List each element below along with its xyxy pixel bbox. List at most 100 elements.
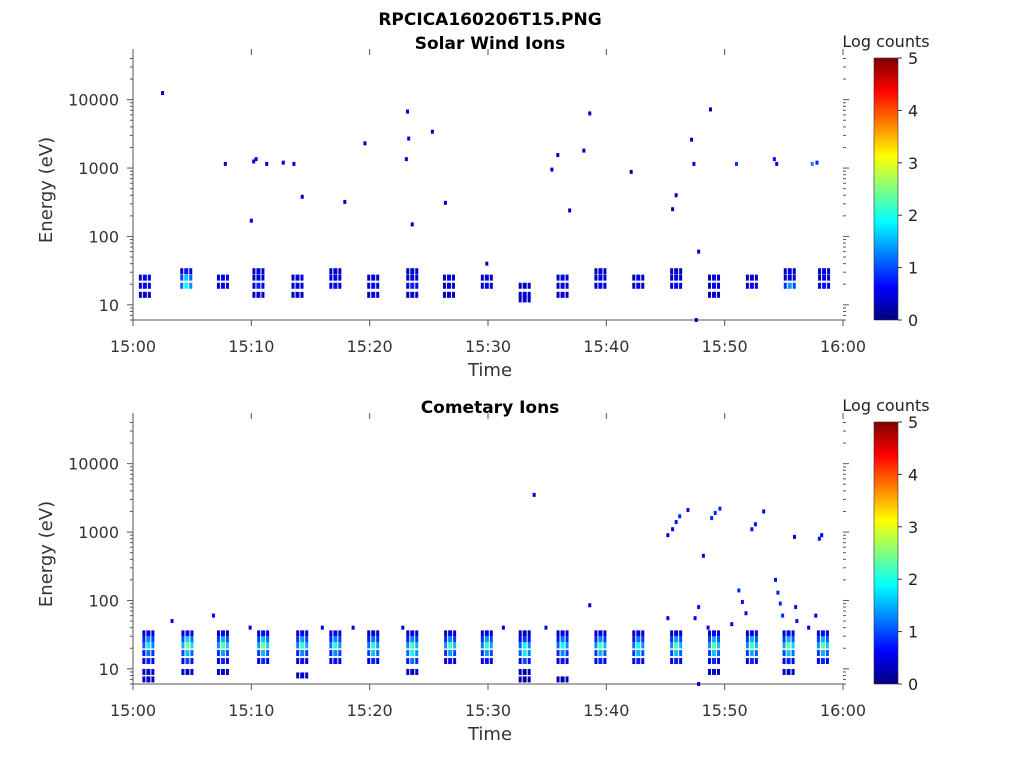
data-point (443, 200, 447, 205)
data-cell (190, 650, 194, 657)
data-cell (679, 658, 683, 665)
data-cell (185, 668, 190, 675)
data-point (697, 605, 701, 610)
data-cell (184, 274, 189, 281)
data-cell (522, 668, 527, 675)
data-cell (754, 274, 758, 281)
data-cell (376, 291, 380, 298)
data-cell (184, 268, 189, 275)
data-cell (670, 282, 674, 289)
colorbar (873, 421, 899, 685)
data-cell (556, 676, 560, 683)
colorbar-tick-label: 1 (908, 259, 918, 278)
data-cell (518, 636, 522, 643)
data-cell (603, 282, 607, 289)
data-cell (406, 668, 410, 675)
data-cell (181, 642, 185, 649)
data-cell (142, 668, 146, 675)
data-cell (594, 274, 598, 281)
data-cell (367, 650, 371, 657)
data-cell (448, 630, 453, 637)
data-cell (745, 630, 749, 637)
y-tick-label: 100 (88, 227, 119, 246)
data-cell (598, 282, 603, 289)
x-tick-label: 15:50 (702, 337, 748, 356)
data-cell (220, 274, 225, 281)
data-cell (636, 650, 641, 657)
data-cell (745, 642, 749, 649)
data-point (300, 194, 304, 199)
colorbar-tick-label: 3 (908, 518, 918, 537)
data-cell (717, 636, 721, 643)
data-cell (792, 274, 796, 281)
data-cell (410, 291, 415, 298)
panel-title: Solar Wind Ions (415, 34, 566, 54)
data-point (710, 516, 714, 521)
data-cell (820, 650, 825, 657)
data-cell (641, 282, 645, 289)
data-cell (712, 636, 717, 643)
data-cell (300, 650, 305, 657)
data-cell (261, 650, 266, 657)
data-cell (556, 630, 560, 637)
panel-title: Cometary Ions (421, 398, 560, 418)
data-cell (151, 636, 155, 643)
data-cell (816, 650, 820, 657)
data-cell (216, 636, 220, 643)
data-cell (480, 642, 484, 649)
y-tick-label: 10 (99, 296, 119, 315)
data-cell (444, 636, 448, 643)
data-point (781, 613, 785, 618)
data-cell (632, 282, 636, 289)
data-cell (261, 274, 265, 281)
data-cell (406, 282, 410, 289)
data-cell (522, 658, 527, 665)
data-cell (376, 274, 380, 281)
data-cell (300, 672, 305, 679)
data-cell (406, 636, 410, 643)
data-cell (448, 658, 453, 665)
data-cell (367, 274, 371, 281)
data-cell (565, 642, 569, 649)
data-point (737, 588, 741, 593)
data-point (629, 169, 633, 174)
data-cell (749, 642, 754, 649)
data-cell (185, 658, 190, 665)
data-point (815, 160, 819, 165)
data-cell (674, 642, 679, 649)
data-cell (598, 636, 603, 643)
data-cell (329, 636, 333, 643)
data-cell (791, 668, 795, 675)
data-point (170, 619, 174, 624)
data-cell (333, 630, 338, 637)
data-point (697, 682, 701, 686)
data-point (161, 91, 165, 96)
data-cell (225, 630, 229, 637)
data-cell (415, 268, 419, 275)
data-point (776, 590, 780, 595)
data-cell (679, 650, 683, 657)
data-cell (216, 630, 220, 637)
data-cell (484, 282, 489, 289)
data-cell (749, 274, 754, 281)
data-cell (371, 658, 376, 665)
data-cell (603, 630, 607, 637)
data-cell (518, 291, 522, 298)
data-cell (792, 282, 796, 289)
data-cell (708, 274, 712, 281)
data-cell (603, 636, 607, 643)
data-cell (480, 274, 484, 281)
data-cell (791, 642, 795, 649)
data-cell (820, 630, 825, 637)
data-cell (786, 658, 791, 665)
data-point (401, 625, 405, 630)
data-cell (556, 642, 560, 649)
data-cell (818, 282, 822, 289)
data-cell (636, 282, 641, 289)
data-cell (527, 676, 531, 683)
data-cell (527, 291, 531, 298)
data-cell (295, 282, 300, 289)
data-cell (598, 642, 603, 649)
